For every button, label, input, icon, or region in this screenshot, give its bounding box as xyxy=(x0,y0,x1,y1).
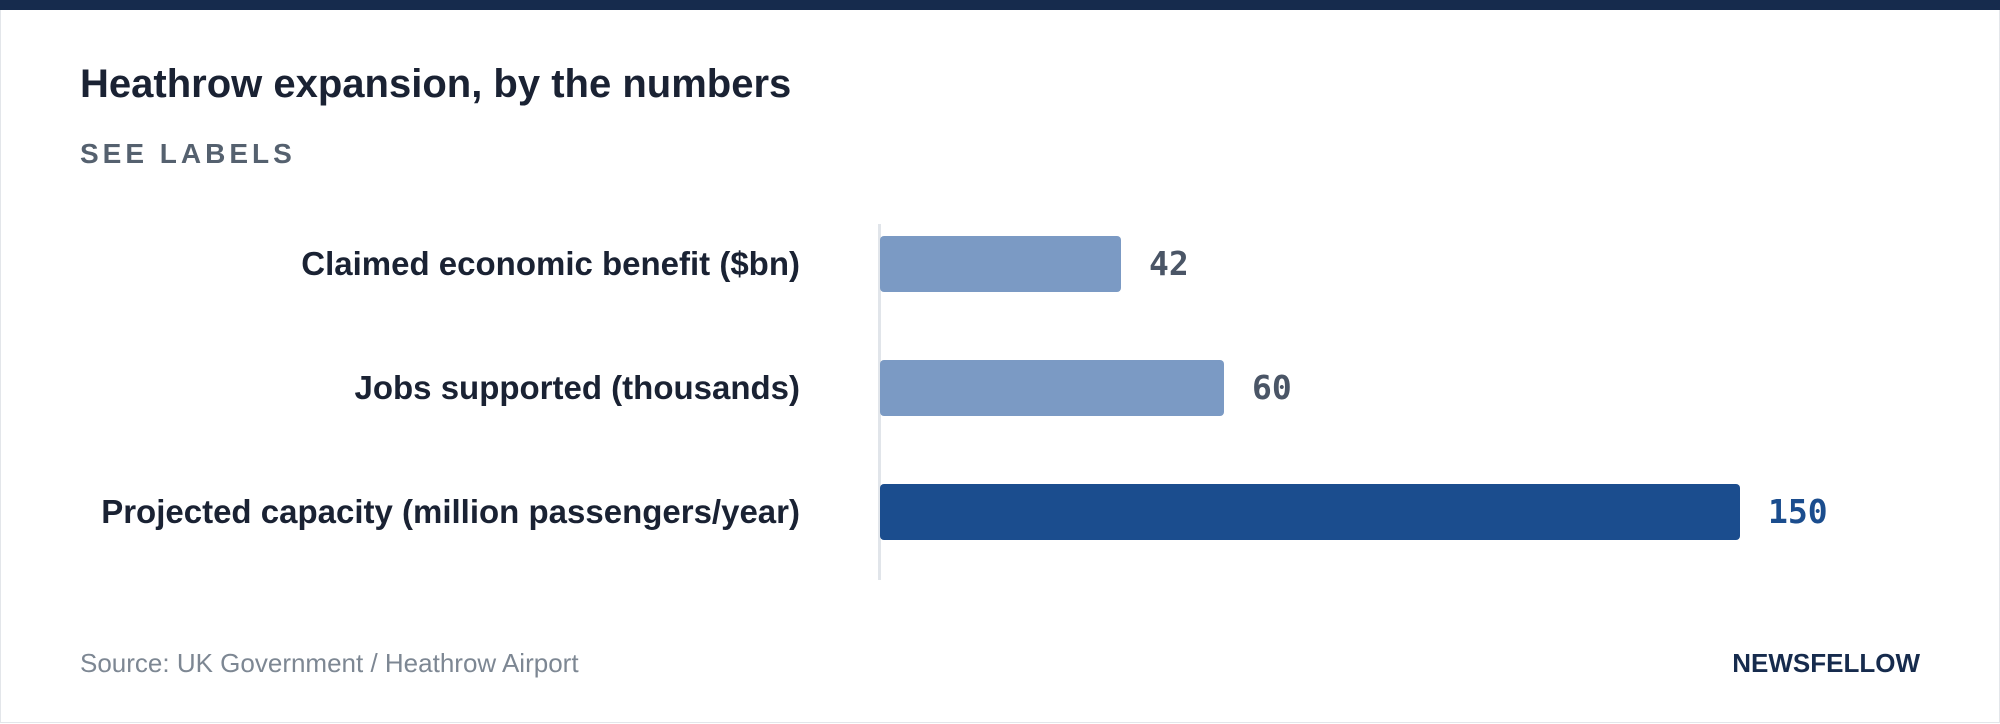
value-label: 42 xyxy=(1149,244,1189,283)
category-label: Claimed economic benefit ($bn) xyxy=(301,245,800,282)
top-accent-bar xyxy=(0,0,2000,10)
value-label: 150 xyxy=(1768,492,1828,531)
brand-logo: NEWSFELLOW xyxy=(1732,648,1920,678)
bar xyxy=(880,484,1740,540)
bar xyxy=(880,236,1121,292)
baseline-axis xyxy=(878,224,881,580)
category-label: Jobs supported (thousands) xyxy=(354,369,801,406)
bar xyxy=(880,360,1224,416)
category-label: Projected capacity (million passengers/y… xyxy=(101,493,800,530)
value-label: 60 xyxy=(1252,368,1292,407)
source-note: Source: UK Government / Heathrow Airport xyxy=(80,648,579,678)
chart-subtitle: SEE LABELS xyxy=(80,138,296,169)
chart-title: Heathrow expansion, by the numbers xyxy=(80,62,792,106)
